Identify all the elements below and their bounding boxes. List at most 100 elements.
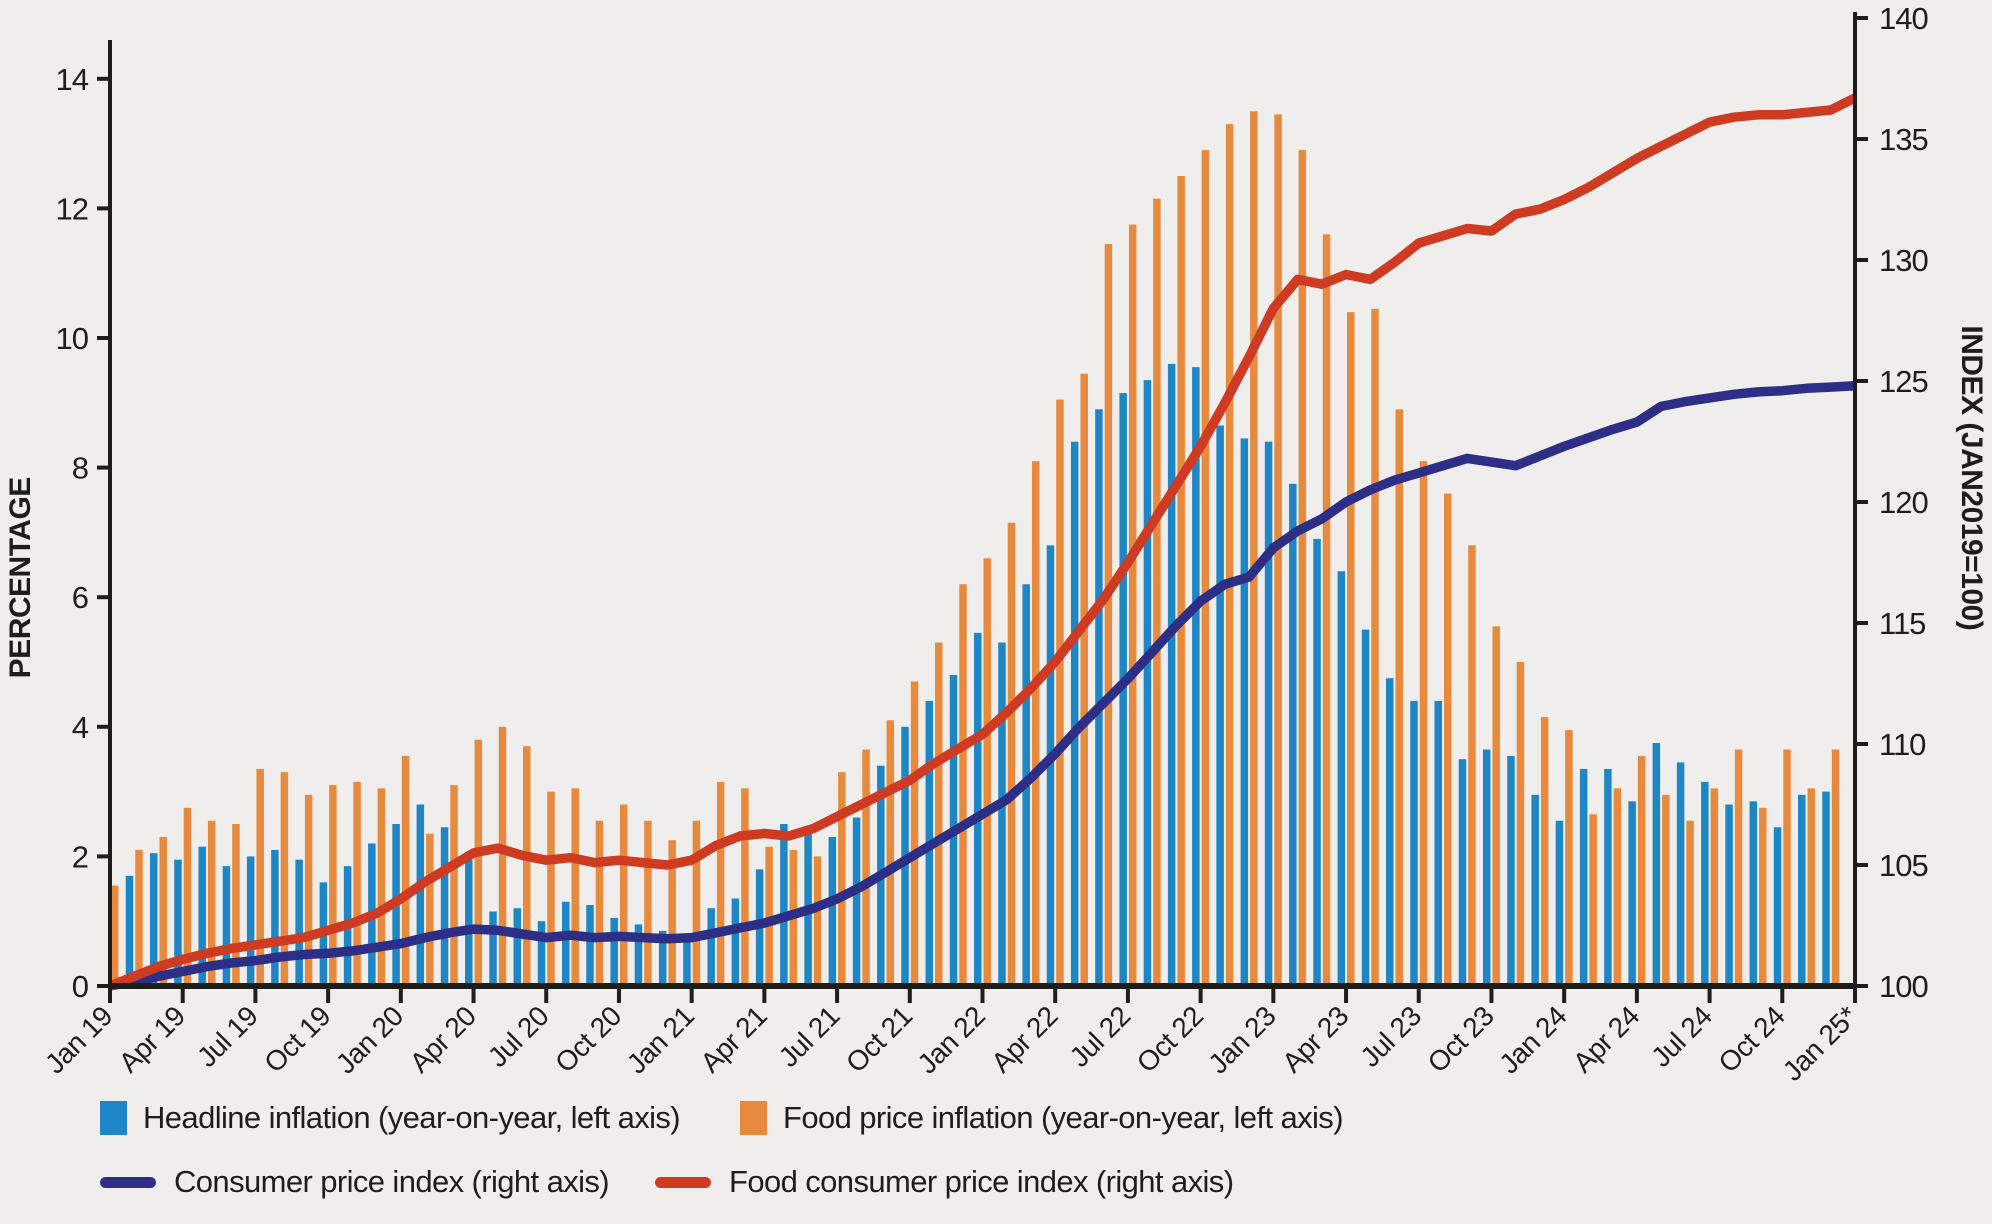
- headline-inflation-bar: [416, 804, 425, 986]
- food-price-inflation-bar: [983, 558, 991, 986]
- legend-item-food-inflation: Food price inflation (year-on-year, left…: [740, 1098, 1344, 1138]
- food-price-inflation-bar: [353, 781, 361, 986]
- food-price-inflation-bar: [232, 824, 240, 986]
- food-price-inflation-bar: [668, 840, 676, 986]
- x-axis-tick-label: Jul 22: [1064, 1000, 1137, 1073]
- food-price-inflation-bar: [1128, 224, 1137, 987]
- headline-inflation-bar: [198, 846, 206, 986]
- headline-inflation-bar: [1604, 768, 1612, 986]
- headline-inflation-bar: [1095, 409, 1103, 986]
- headline-inflation-bar: [998, 642, 1006, 986]
- right-axis-tick-label: 125: [1879, 364, 1928, 399]
- food-price-inflation-bar: [1734, 749, 1743, 986]
- headline-inflation-bar: [149, 853, 158, 986]
- food-price-inflation-bar: [1250, 111, 1258, 986]
- food-price-inflation-bar: [910, 681, 919, 986]
- legend-item-food-cpi: Food consumer price index (right axis): [655, 1162, 1234, 1202]
- right-axis-tick-label: 120: [1879, 485, 1928, 520]
- headline-inflation-bar: [1725, 804, 1733, 986]
- headline-inflation-bar: [1652, 743, 1661, 986]
- headline-inflation-bar: [1070, 441, 1079, 986]
- headline-inflation-bar: [1386, 678, 1394, 986]
- cpi-line-swatch-icon: [100, 1176, 156, 1188]
- left-axis-tick-label: 12: [56, 191, 88, 226]
- headline-inflation-bar: [222, 866, 231, 986]
- headline-inflation-bar: [1240, 438, 1249, 986]
- headline-inflation-bar: [1531, 794, 1539, 986]
- cpi-index-line: [109, 381, 1856, 991]
- headline-inflation-bar: [1773, 827, 1782, 986]
- food-price-inflation-bar: [959, 584, 967, 986]
- x-axis-tick-label: Apr 19: [113, 1000, 191, 1078]
- food-price-inflation-bar: [1468, 545, 1476, 986]
- food-price-inflation-bar: [862, 749, 870, 986]
- food-price-inflation-bar: [571, 788, 579, 986]
- headline-inflation-bar: [852, 817, 861, 986]
- food-price-inflation-bar: [1443, 493, 1452, 986]
- food-price-inflation-bar: [1759, 807, 1767, 986]
- food-price-inflation-bar: [111, 885, 119, 986]
- food-price-inflation-bar: [1783, 749, 1791, 986]
- food-price-inflation-bar: [1540, 717, 1549, 986]
- food-price-inflation-bar: [1807, 788, 1816, 986]
- left-axis-tick-label: 0: [72, 969, 89, 1004]
- food-price-inflation-bar: [1347, 312, 1355, 987]
- headline-inflation-bar: [828, 836, 837, 986]
- food-price-inflation-bar: [716, 781, 725, 986]
- headline-inflation-bar: [610, 917, 618, 986]
- headline-inflation-bar: [1410, 700, 1418, 986]
- legend-row-lines: Consumer price index (right axis) Food c…: [0, 1162, 1992, 1202]
- right-axis-tick-label: 100: [1879, 969, 1928, 1004]
- x-axis-tick-label: Jan 25*: [1777, 1000, 1864, 1087]
- food-price-inflation-bar: [474, 739, 483, 986]
- legend-label: Food price inflation (year-on-year, left…: [783, 1100, 1344, 1135]
- food-price-inflation-bar: [280, 772, 289, 986]
- headline-inflation-bar: [1192, 367, 1200, 986]
- right-axis-tick-label: 130: [1879, 243, 1928, 278]
- food-price-inflation-bar: [1104, 244, 1113, 987]
- headline-inflation-bar: [489, 911, 497, 986]
- x-axis-tick-label: Jul 19: [191, 1000, 264, 1073]
- legend-row-bars: Headline inflation (year-on-year, left a…: [0, 1098, 1992, 1138]
- food-price-inflation-bar: [644, 820, 652, 986]
- food-price-inflation-bar: [1201, 150, 1210, 986]
- legend-label: Food consumer price index (right axis): [729, 1164, 1234, 1199]
- food-price-inflation-bar: [523, 746, 531, 986]
- food-price-inflation-bar: [256, 768, 264, 986]
- x-axis-tick-label: Apr 23: [1276, 1000, 1354, 1078]
- headline-inflation-bar: [634, 924, 643, 986]
- food-price-inflation-bar: [1637, 755, 1646, 986]
- headline-inflation-bar: [1555, 820, 1564, 986]
- food-price-inflation-bar: [692, 820, 701, 986]
- left-axis-tick-label: 2: [72, 839, 88, 874]
- headline-inflation-bar: [1749, 801, 1758, 986]
- headline-inflation-bar: [465, 859, 473, 986]
- x-axis-tick-label: Jul 24: [1645, 1000, 1718, 1073]
- food-price-inflation-bar: [765, 846, 773, 986]
- right-axis-tick-label: 115: [1879, 606, 1925, 641]
- headline-inflation-bar: [1143, 380, 1152, 986]
- left-axis-tick-label: 4: [72, 710, 89, 745]
- headline-inflation-bar: [1337, 571, 1346, 986]
- headline-inflation-bar: [1264, 441, 1273, 986]
- x-axis-tick-label: Jul 23: [1354, 1000, 1427, 1073]
- x-axis-tick-label: Jan 21: [621, 1000, 700, 1079]
- food-price-inflation-bar: [741, 788, 749, 986]
- headline-inflation-bar: [125, 875, 134, 986]
- x-axis-tick-label: Jul 20: [482, 1000, 555, 1073]
- headline-inflation-bar: [658, 930, 667, 986]
- food-price-inflation-bar: [838, 772, 846, 986]
- headline-inflation-bar: [271, 849, 279, 986]
- food-price-inflation-bar: [1492, 626, 1500, 986]
- food-price-inflation-bar: [1395, 409, 1404, 986]
- left-axis-tick-label: 6: [72, 580, 88, 615]
- food-price-inflation-bar: [619, 804, 628, 986]
- left-axis-title: PERCENTAGE: [4, 477, 37, 678]
- food-price-inflation-bar: [1613, 788, 1622, 986]
- headline-inflation-bar: [537, 921, 546, 986]
- food-price-inflation-bar: [1419, 461, 1428, 986]
- food-price-inflation-bar: [1177, 176, 1185, 986]
- food-price-inflation-bar: [1662, 794, 1670, 986]
